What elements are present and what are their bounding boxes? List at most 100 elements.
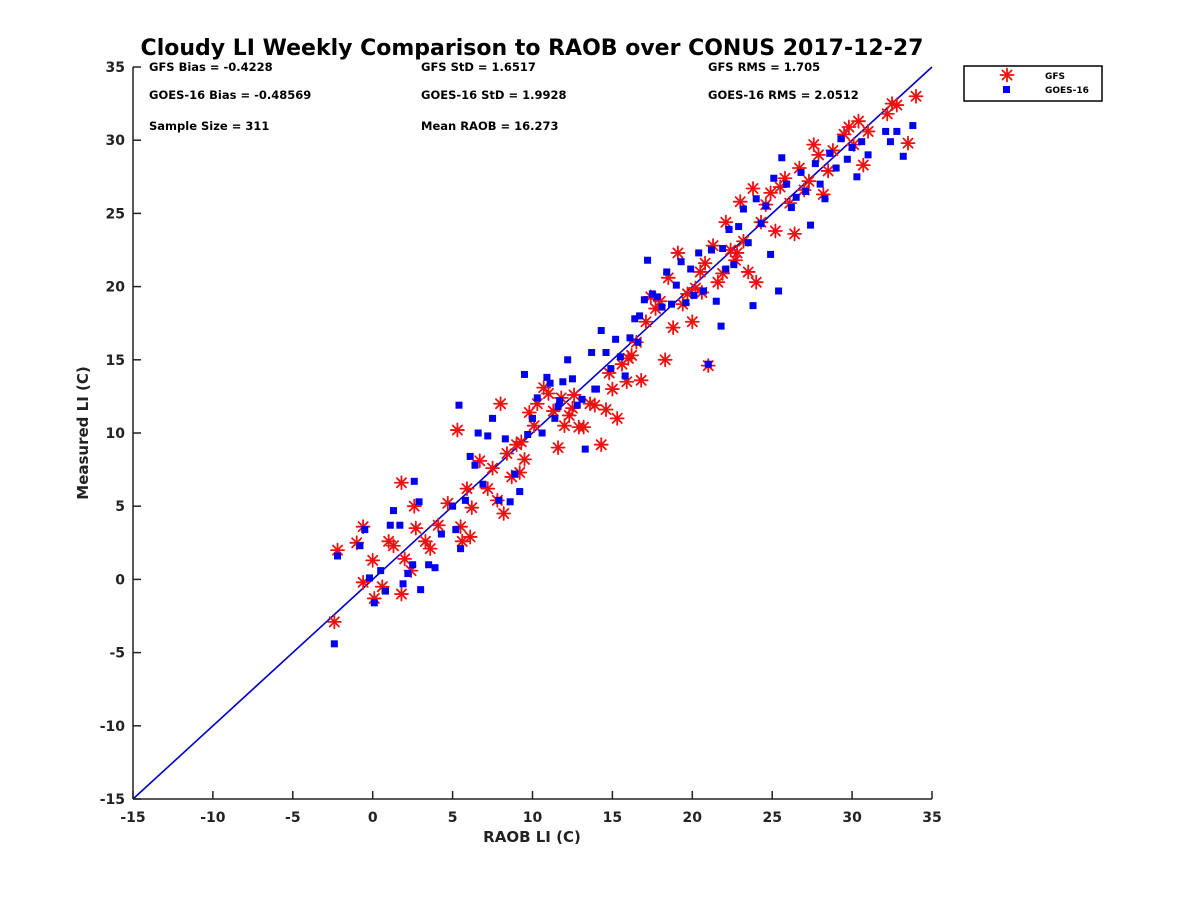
goes16-point	[529, 414, 536, 422]
goes16-point	[636, 312, 644, 320]
stat-goes-std: GOES-16 StD = 1.9928	[421, 88, 566, 102]
goes16-point	[457, 545, 465, 553]
goes16-point	[612, 335, 620, 343]
chart-legend: GFS GOES-16	[963, 65, 1103, 102]
goes16-point	[455, 401, 463, 409]
goes16-point	[717, 322, 725, 330]
gfs-point	[633, 372, 649, 388]
gfs-point	[841, 119, 857, 135]
goes16-point	[461, 496, 469, 504]
gfs-point	[430, 517, 446, 533]
goes16-point	[725, 226, 733, 234]
goes16-point	[687, 265, 695, 273]
goes16-point	[644, 256, 652, 264]
goes16-point	[334, 552, 342, 560]
x-tick-label: -15	[120, 810, 145, 826]
gfs-point	[587, 397, 603, 413]
y-tick-label: 35	[106, 60, 125, 76]
goes16-point	[730, 261, 738, 269]
goes16-point	[783, 180, 791, 188]
gfs-point	[806, 137, 822, 152]
chart-title: Cloudy LI Weekly Comparison to RAOB over…	[141, 36, 924, 61]
goes16-point	[399, 580, 407, 588]
goes16-point	[658, 303, 666, 311]
gfs-point	[517, 451, 532, 467]
legend-gfs-marker-icon	[999, 67, 1015, 83]
gfs-point	[665, 320, 681, 335]
goes16-point	[682, 299, 690, 307]
gfs-point	[889, 97, 905, 113]
gfs-point	[493, 396, 508, 412]
gfs-point	[485, 460, 500, 476]
goes16-point	[543, 373, 551, 381]
gfs-point	[767, 223, 783, 239]
goes16-point	[474, 429, 482, 437]
x-tick-label: -5	[285, 810, 301, 826]
goes16-point	[621, 372, 629, 380]
goes16-point	[653, 293, 661, 301]
x-tick-label: 0	[368, 810, 378, 826]
gfs-point	[605, 381, 620, 397]
identity-line-layer	[132, 66, 933, 800]
goes16-point	[356, 542, 364, 550]
goes16-point	[377, 567, 385, 575]
gfs-point	[609, 410, 625, 426]
goes16-point	[797, 168, 805, 176]
goes16-point	[538, 429, 546, 437]
gfs-point	[860, 124, 876, 139]
goes16-point	[695, 249, 703, 257]
y-tick-label: 0	[115, 572, 125, 588]
gfs-point	[900, 135, 916, 151]
gfs-point	[820, 163, 836, 179]
goes16-point	[425, 561, 433, 569]
gfs-point	[697, 255, 713, 271]
y-tick-label: 10	[106, 426, 126, 442]
goes16-point	[672, 281, 680, 289]
goes16-point	[778, 154, 786, 162]
goes16-point	[802, 187, 810, 195]
goes16-point	[588, 348, 596, 356]
gfs-point	[801, 173, 817, 189]
stat-mean-raob: Mean RAOB = 16.273	[421, 119, 559, 133]
y-tick-label: 25	[106, 206, 125, 222]
goes16-point	[506, 498, 514, 506]
stats-annotations: GFS Bias = -0.4228 GFS StD = 1.6517 GFS RM…	[149, 60, 859, 133]
goes16-point	[415, 498, 423, 506]
legend-goes16-marker-icon	[1003, 86, 1010, 93]
gfs-point	[449, 422, 465, 438]
goes16-point	[330, 640, 338, 648]
goes16-point	[704, 360, 712, 368]
goes16-point	[757, 220, 765, 228]
gfs-point	[670, 245, 686, 261]
goes16-point	[787, 204, 795, 212]
gfs-point	[745, 181, 761, 196]
goes16-point	[690, 291, 698, 299]
gfs-point	[763, 185, 779, 201]
goes16-point	[568, 375, 576, 383]
goes16-point	[386, 521, 394, 529]
goes16-point	[816, 180, 824, 188]
x-tick-label: 30	[842, 810, 862, 826]
goes16-point	[886, 138, 894, 146]
gfs-point	[566, 387, 582, 403]
goes16-point	[648, 290, 656, 298]
gfs-point	[408, 520, 424, 536]
gfs-series-layer	[326, 88, 924, 630]
goes16-point	[361, 526, 369, 534]
goes16-point	[821, 195, 829, 203]
goes16-point	[578, 395, 586, 403]
gfs-point	[576, 419, 592, 435]
gfs-point	[418, 533, 433, 549]
goes16-point	[811, 160, 819, 168]
gfs-point	[811, 147, 826, 163]
gfs-point	[593, 437, 609, 453]
gfs-point	[855, 157, 871, 173]
gfs-point	[459, 481, 475, 497]
y-tick-label: 30	[106, 133, 126, 149]
goes16-point	[559, 378, 567, 386]
goes16-point	[524, 430, 532, 438]
gfs-point	[513, 434, 529, 450]
y-tick-label: -10	[100, 719, 126, 735]
gfs-point	[748, 274, 764, 290]
goes16-point	[449, 502, 457, 510]
